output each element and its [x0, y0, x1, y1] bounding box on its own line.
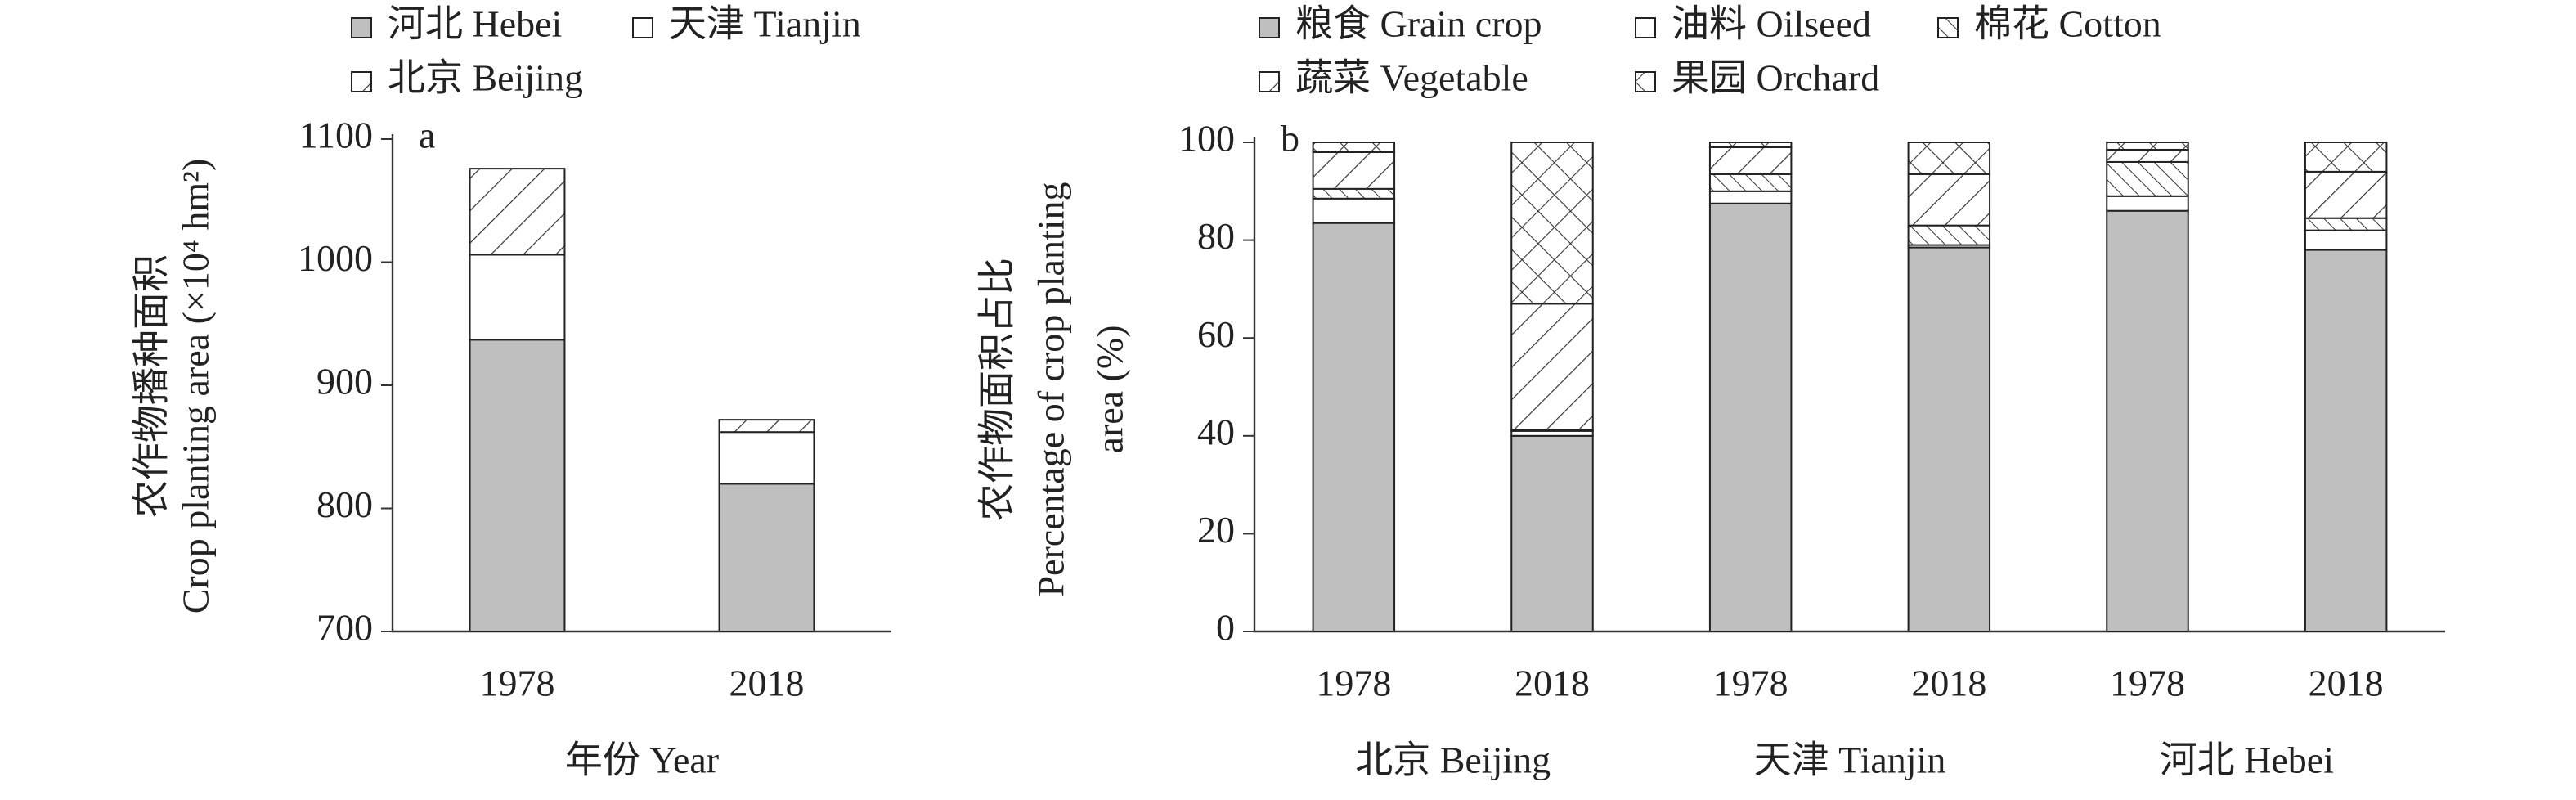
x-tick-label: 1978: [2110, 663, 2185, 704]
group-label: 天津 Tianjin: [1754, 739, 1946, 781]
y-axis-label: Crop planting area (×10⁴ hm²): [175, 159, 217, 614]
x-tick-label: 1978: [480, 663, 555, 704]
legend-label: 天津 Tianjin: [669, 3, 861, 45]
bar-segment: [469, 168, 566, 256]
legend-swatch: [1259, 17, 1280, 38]
bar-segment: [2304, 142, 2388, 173]
bar-segment: [1312, 142, 1396, 153]
bar-segment: [1907, 246, 1991, 632]
y-tick-label: 0: [1216, 607, 1235, 649]
bar-segment: [718, 419, 815, 434]
y-tick-label: 100: [1178, 118, 1235, 160]
x-tick-label: 1978: [1713, 663, 1788, 704]
y-axis-label: 农作物面积占比: [976, 258, 1018, 521]
y-axis-label: area (%): [1089, 325, 1131, 453]
legend-swatch: [351, 71, 372, 92]
x-axis-label: 年份 Year: [565, 739, 719, 781]
bar-segment: [469, 254, 566, 341]
legend-swatch: [1937, 17, 1959, 38]
bar-segment: [1708, 190, 1793, 204]
legend-swatch: [1259, 71, 1280, 92]
axis-line: [1253, 137, 2445, 633]
x-tick-label: 1978: [1316, 663, 1391, 704]
legend-swatch: [1635, 17, 1656, 38]
y-tick-label: 60: [1197, 313, 1235, 355]
legend-label: 果园 Orchard: [1672, 57, 1879, 99]
bar-segment: [1510, 303, 1594, 431]
bar-segment: [2106, 195, 2189, 212]
legend-label: 油料 Oilseed: [1672, 3, 1871, 45]
panel-label: a: [419, 115, 435, 156]
y-tick-label: 40: [1197, 411, 1235, 452]
legend-label: 河北 Hebei: [388, 3, 562, 45]
legend-label: 粮食 Grain crop: [1295, 3, 1542, 45]
panel-label: b: [1281, 118, 1299, 160]
bar-segment: [1708, 173, 1793, 192]
bar-segment: [2304, 217, 2388, 231]
group-label: 河北 Hebei: [2160, 739, 2334, 781]
bar-segment: [1312, 187, 1396, 200]
x-tick-label: 2018: [729, 663, 805, 704]
x-tick-label: 2018: [1911, 663, 1986, 704]
bar-segment: [1312, 151, 1396, 190]
bar-segment: [2304, 229, 2388, 251]
bar-segment: [718, 431, 815, 485]
bar-segment: [2304, 249, 2388, 632]
group-label: 北京 Beijing: [1355, 739, 1551, 781]
bar-segment: [1708, 202, 1793, 632]
x-tick-label: 2018: [1515, 663, 1590, 704]
bar-segment: [2106, 209, 2189, 633]
y-axis-label: 农作物播种面积: [131, 254, 173, 518]
y-tick-label: 1100: [299, 115, 373, 156]
y-tick-label: 700: [316, 607, 373, 649]
legend-label: 蔬菜 Vegetable: [1295, 57, 1528, 99]
bar-segment: [1708, 142, 1793, 148]
bar-segment: [2106, 148, 2189, 163]
legend-swatch: [1635, 71, 1656, 92]
bar-segment: [1510, 142, 1594, 305]
legend-label: 棉花 Cotton: [1974, 3, 2161, 45]
bar-segment: [2106, 142, 2189, 151]
y-tick-label: 800: [316, 483, 373, 525]
bar-segment: [1907, 224, 1991, 246]
y-tick-label: 80: [1197, 215, 1235, 257]
bar-segment: [469, 339, 566, 632]
bar-segment: [1312, 197, 1396, 224]
bar-segment: [1907, 173, 1991, 227]
legend-swatch: [351, 17, 372, 38]
bar-segment: [1708, 146, 1793, 175]
bar-segment: [1312, 222, 1396, 632]
y-tick-label: 20: [1197, 509, 1235, 551]
y-tick-label: 1000: [298, 237, 373, 279]
x-tick-label: 2018: [2309, 663, 2384, 704]
y-axis-label: Percentage of crop planting: [1030, 182, 1072, 596]
bar-segment: [718, 483, 815, 633]
bar-segment: [1907, 142, 1991, 175]
bar-segment: [2106, 160, 2189, 197]
y-tick-label: 900: [316, 361, 373, 402]
axis-line: [391, 134, 891, 633]
legend-swatch: [632, 17, 653, 38]
bar-segment: [1510, 434, 1594, 632]
legend-label: 北京 Beijing: [388, 57, 583, 99]
bar-segment: [2304, 170, 2388, 219]
